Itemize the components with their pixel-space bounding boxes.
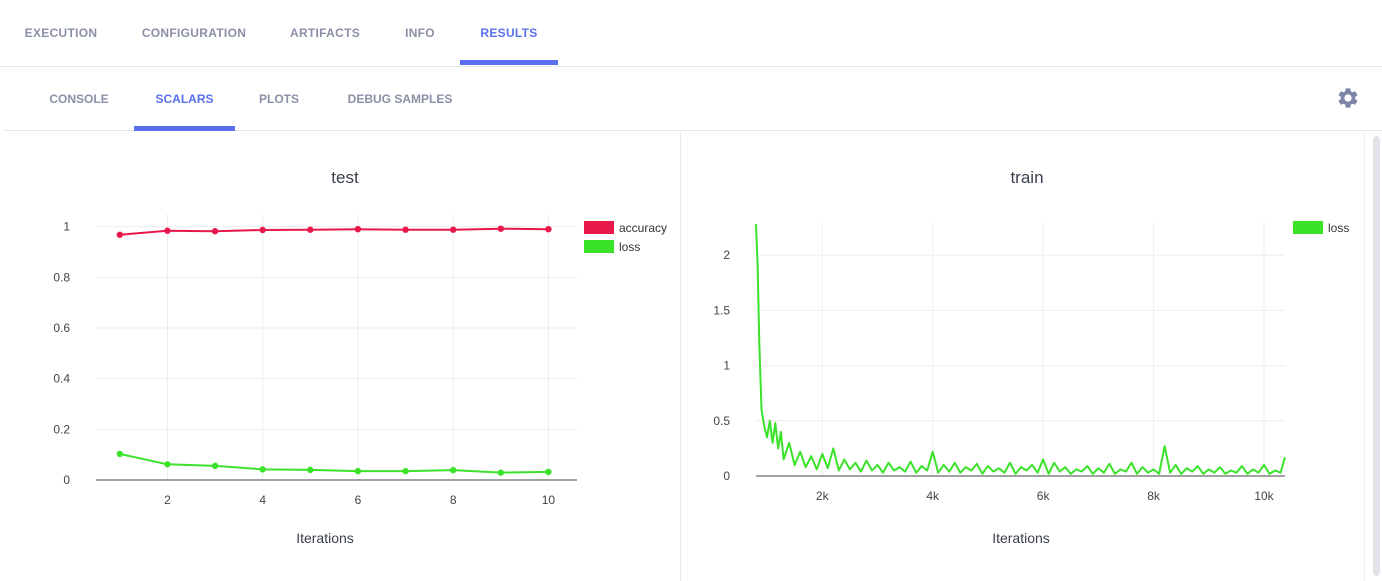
legend-swatch-loss[interactable] bbox=[1293, 221, 1323, 234]
series-layer bbox=[116, 225, 552, 476]
data-point-accuracy[interactable] bbox=[116, 231, 124, 238]
x-tick-label: 2 bbox=[164, 493, 171, 507]
y-tick-label: 1 bbox=[723, 359, 730, 373]
tab-debug-samples-label: DEBUG SAMPLES bbox=[347, 92, 453, 106]
tab-execution[interactable]: EXECUTION bbox=[4, 0, 118, 67]
data-point-accuracy[interactable] bbox=[354, 226, 362, 233]
tab-artifacts-label: ARTIFACTS bbox=[289, 26, 361, 40]
grid bbox=[756, 222, 1285, 476]
data-point-loss[interactable] bbox=[211, 462, 219, 470]
tab-info[interactable]: INFO bbox=[390, 0, 450, 67]
data-point-loss[interactable] bbox=[545, 468, 552, 476]
x-tick-label: 8k bbox=[1147, 489, 1161, 503]
legend-swatch-loss[interactable] bbox=[584, 240, 614, 253]
legend-label-loss[interactable]: loss bbox=[619, 240, 640, 254]
tab-scalars-label: SCALARS bbox=[155, 92, 214, 106]
axes: 2k 4k 6k 8k 10k 0 0.5 1 1.5 2 bbox=[713, 248, 1285, 503]
scrollbar-thumb[interactable] bbox=[1373, 136, 1380, 576]
x-tick-label: 4 bbox=[259, 493, 266, 507]
x-axis-label: Iterations bbox=[296, 530, 354, 546]
chart-title: test bbox=[331, 168, 359, 187]
tab-execution-label: EXECUTION bbox=[24, 26, 98, 40]
tab-scalars[interactable]: SCALARS bbox=[134, 67, 235, 131]
y-tick-label: 0.5 bbox=[713, 414, 730, 428]
series-line-accuracy bbox=[119, 227, 549, 236]
y-tick-label: 2 bbox=[723, 248, 730, 262]
legend-swatch-accuracy[interactable] bbox=[584, 221, 614, 234]
legend: accuracy loss bbox=[584, 221, 667, 254]
grid bbox=[96, 214, 577, 480]
data-point-accuracy[interactable] bbox=[545, 226, 552, 233]
legend-label-accuracy[interactable]: accuracy bbox=[619, 221, 667, 235]
data-point-accuracy[interactable] bbox=[211, 228, 219, 235]
data-point-loss[interactable] bbox=[259, 466, 266, 473]
y-tick-label: 0.4 bbox=[53, 372, 70, 386]
y-tick-label: 1 bbox=[63, 220, 70, 234]
series-layer bbox=[755, 224, 1286, 475]
data-point-loss[interactable] bbox=[307, 466, 314, 474]
tab-console-label: CONSOLE bbox=[49, 92, 109, 106]
x-tick-label: 10 bbox=[542, 493, 556, 507]
tab-results-label: RESULTS bbox=[480, 26, 538, 40]
data-point-accuracy[interactable] bbox=[402, 226, 409, 233]
panel-divider bbox=[680, 132, 681, 581]
y-tick-label: 0.2 bbox=[53, 422, 70, 436]
data-point-loss[interactable] bbox=[449, 466, 457, 474]
data-point-accuracy[interactable] bbox=[307, 226, 314, 233]
data-point-loss[interactable] bbox=[497, 469, 505, 476]
active-subtab-indicator bbox=[134, 126, 235, 131]
data-point-loss[interactable] bbox=[354, 467, 362, 475]
y-tick-label: 0 bbox=[723, 469, 730, 483]
data-point-accuracy[interactable] bbox=[497, 225, 505, 232]
tab-results[interactable]: RESULTS bbox=[460, 0, 558, 67]
gear-icon[interactable] bbox=[1336, 86, 1360, 110]
x-tick-label: 6 bbox=[355, 493, 362, 507]
tab-info-label: INFO bbox=[405, 26, 435, 40]
tab-plots-label: PLOTS bbox=[258, 92, 299, 106]
tab-plots[interactable]: PLOTS bbox=[248, 67, 310, 131]
data-point-loss[interactable] bbox=[164, 461, 171, 468]
active-tab-indicator bbox=[460, 60, 558, 65]
x-axis-label: Iterations bbox=[992, 530, 1050, 546]
chart-title: train bbox=[1010, 168, 1043, 187]
x-tick-label: 2k bbox=[816, 489, 830, 503]
y-tick-label: 0.6 bbox=[53, 321, 70, 335]
x-tick-label: 4k bbox=[926, 489, 940, 503]
tab-artifacts[interactable]: ARTIFACTS bbox=[274, 0, 376, 67]
axes: 2 4 6 8 10 0 0.2 0.4 0.6 0.8 1 bbox=[53, 220, 577, 507]
data-point-loss[interactable] bbox=[402, 467, 409, 475]
series-line-loss bbox=[119, 452, 549, 474]
x-tick-label: 8 bbox=[450, 493, 457, 507]
x-tick-label: 10k bbox=[1254, 489, 1274, 503]
tab-configuration-label: CONFIGURATION bbox=[141, 26, 247, 40]
tab-configuration[interactable]: CONFIGURATION bbox=[130, 0, 258, 67]
series-line-loss bbox=[755, 224, 1286, 475]
data-point-accuracy[interactable] bbox=[449, 226, 457, 233]
sub-tab-bar: CONSOLE SCALARS PLOTS DEBUG SAMPLES bbox=[4, 67, 1382, 131]
train-chart: train Iterations 2k 4k 6k 8k 10k 0 0.5 1 1.5 2 lo… bbox=[713, 168, 1349, 546]
y-tick-label: 1.5 bbox=[713, 303, 730, 317]
legend: loss bbox=[1293, 221, 1349, 235]
top-tab-bar: EXECUTION CONFIGURATION ARTIFACTS INFO R… bbox=[0, 0, 1382, 67]
x-tick-label: 6k bbox=[1037, 489, 1051, 503]
data-point-loss[interactable] bbox=[116, 450, 124, 458]
y-tick-label: 0 bbox=[63, 473, 70, 487]
test-chart: test Iterations 2 4 6 8 10 0 0.2 0.4 0.6 0.8 1 acc… bbox=[53, 168, 667, 546]
tab-console[interactable]: CONSOLE bbox=[34, 67, 124, 131]
y-tick-label: 0.8 bbox=[53, 270, 70, 284]
data-point-accuracy[interactable] bbox=[164, 227, 171, 234]
data-point-accuracy[interactable] bbox=[259, 226, 266, 234]
tab-debug-samples[interactable]: DEBUG SAMPLES bbox=[336, 67, 464, 131]
legend-label-loss[interactable]: loss bbox=[1328, 221, 1349, 235]
